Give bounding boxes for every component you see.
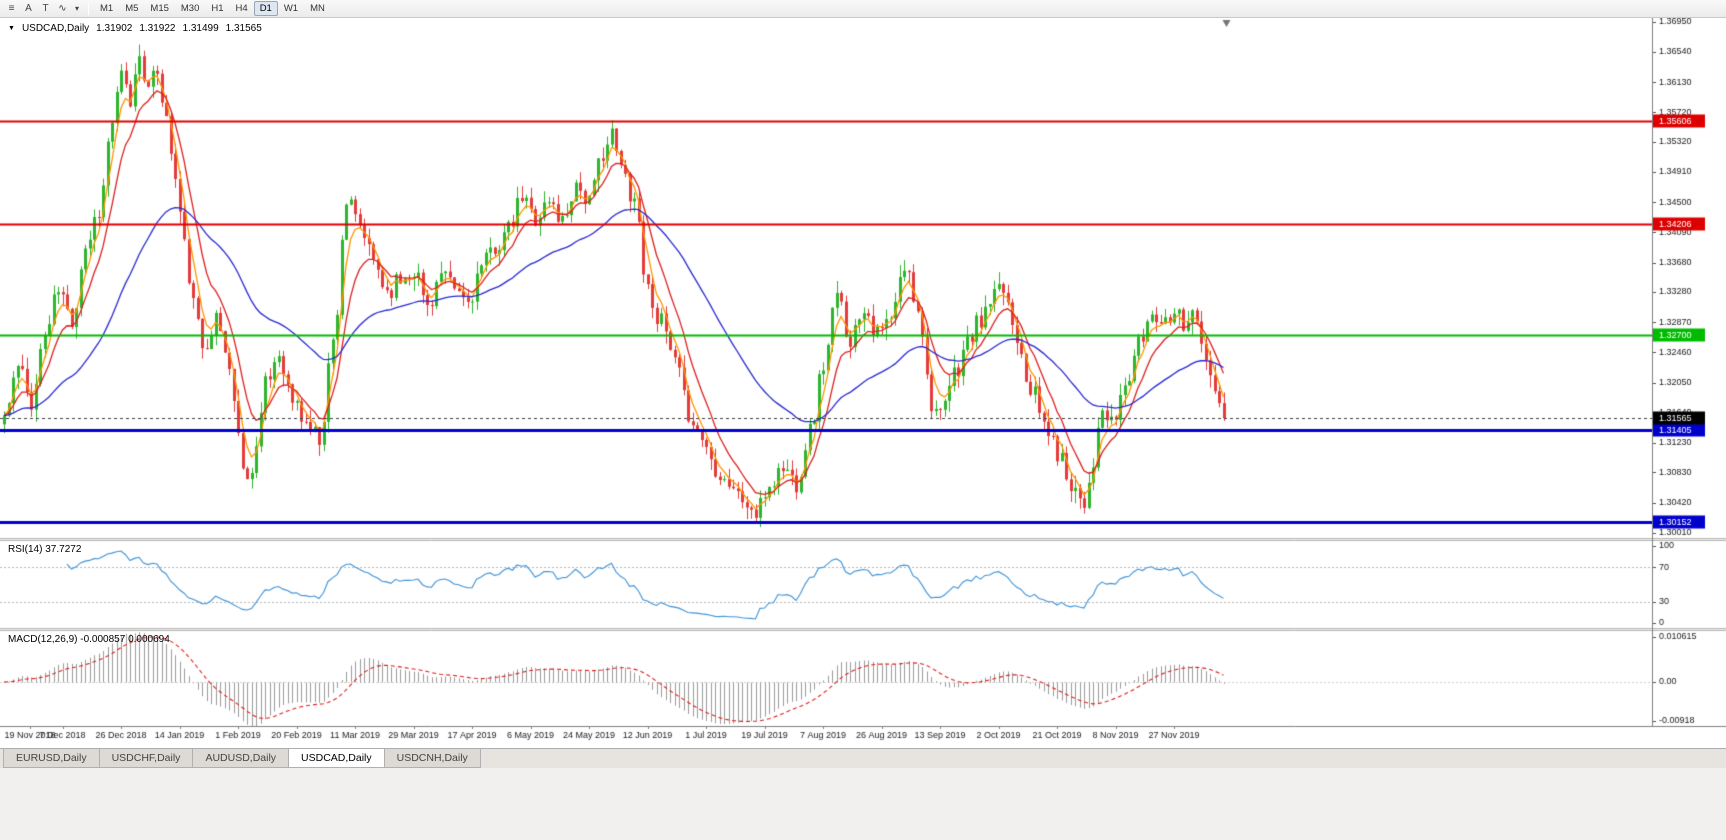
timeframe-button-m15[interactable]: M15 (150, 3, 169, 14)
quote-low: 1.31499 (182, 23, 219, 34)
chart-tab-audusd[interactable]: AUDUSD,Daily (192, 749, 290, 768)
chart-list-icon[interactable]: ≡ (8, 3, 15, 14)
timeframe-button-m5[interactable]: M5 (125, 3, 139, 14)
text-tool-icon[interactable]: T (42, 3, 49, 14)
toolbar-separator (88, 2, 89, 15)
bottom-filler (0, 768, 1726, 840)
timeframe-button-m30[interactable]: M30 (180, 3, 200, 14)
chart-tab-usdcnh[interactable]: USDCNH,Daily (383, 749, 481, 768)
timeframe-button-d1[interactable]: D1 (253, 1, 278, 16)
timeframe-button-mn[interactable]: MN (310, 3, 325, 14)
chart-tab-eurusd[interactable]: EURUSD,Daily (3, 749, 100, 768)
timeframe-button-w1[interactable]: W1 (283, 3, 299, 14)
rsi-label: RSI(14) 37.7272 (8, 544, 82, 555)
annotate-a-icon[interactable]: A (25, 3, 32, 14)
timeframe-group: M1 M5 M15 M30 H1 H4 D1 W1 MN (94, 1, 331, 16)
chart-menu-icon[interactable]: ▼ (8, 24, 15, 32)
toolbar: ≡ A T ∿ ▾ M1 M5 M15 M30 H1 H4 D1 W1 MN (0, 0, 1726, 18)
timeframe-button-h4[interactable]: H4 (235, 3, 248, 14)
quote-high: 1.31922 (139, 23, 176, 34)
macd-label: MACD(12,26,9) -0.000857 0.000694 (8, 634, 170, 645)
timeframe-button-m1[interactable]: M1 (100, 3, 114, 14)
toolbar-icon-group: ≡ A T ∿ ▾ (3, 1, 83, 16)
chart-header: ▼ USDCAD,Daily 1.31902 1.31922 1.31499 1… (8, 23, 262, 34)
timeframe-button-h1[interactable]: H1 (211, 3, 224, 14)
chart-canvas[interactable] (0, 18, 1726, 748)
chart-tab-usdcad[interactable]: USDCAD,Daily (288, 749, 385, 768)
line-studies-icon[interactable]: ∿ (58, 3, 67, 14)
tab-bar: EURUSD,Daily USDCHF,Daily AUDUSD,Daily USDC… (0, 748, 1726, 768)
quote-close: 1.31565 (225, 23, 262, 34)
quote-open: 1.31902 (96, 23, 133, 34)
chart-tab-usdchf[interactable]: USDCHF,Daily (98, 749, 194, 768)
chart-symbol-label: USDCAD,Daily (21, 23, 90, 34)
dropdown-arrow-icon[interactable]: ▾ (74, 4, 79, 13)
